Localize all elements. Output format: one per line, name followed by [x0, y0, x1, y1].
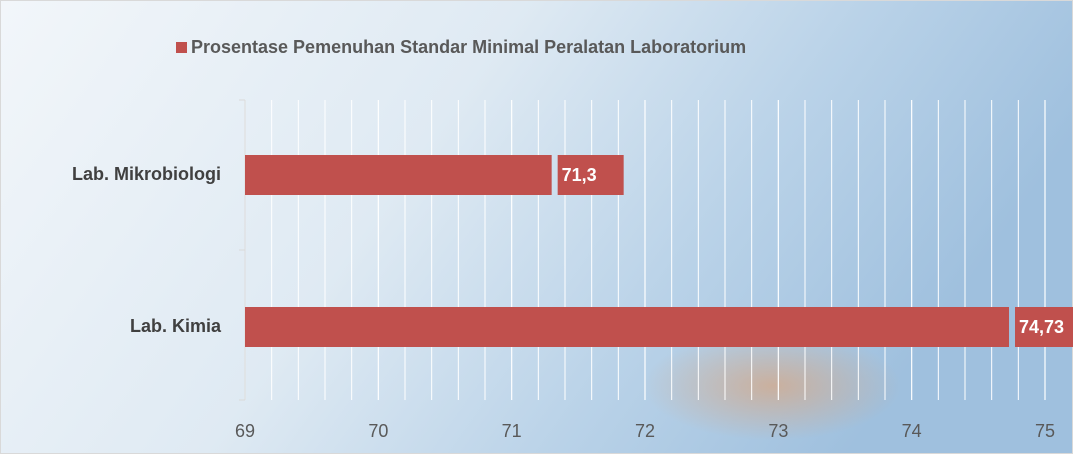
x-tick-label: 70	[368, 421, 388, 441]
x-tick-label: 75	[1035, 421, 1055, 441]
value-label: 74,73	[1019, 317, 1064, 337]
x-tick-label: 71	[502, 421, 522, 441]
x-tick-label: 74	[902, 421, 922, 441]
bar	[245, 155, 552, 195]
x-tick-label: 72	[635, 421, 655, 441]
x-tick-label: 69	[235, 421, 255, 441]
y-tick-label: Lab. Mikrobiologi	[72, 164, 221, 184]
legend-swatch	[176, 42, 187, 53]
x-tick-label: 73	[768, 421, 788, 441]
value-label-box	[1015, 307, 1073, 347]
value-label: 71,3	[562, 165, 597, 185]
y-tick-label: Lab. Kimia	[130, 316, 222, 336]
bar	[245, 307, 1009, 347]
value-label-box	[557, 155, 624, 195]
legend-label: Prosentase Pemenuhan Standar Minimal Per…	[191, 37, 746, 57]
